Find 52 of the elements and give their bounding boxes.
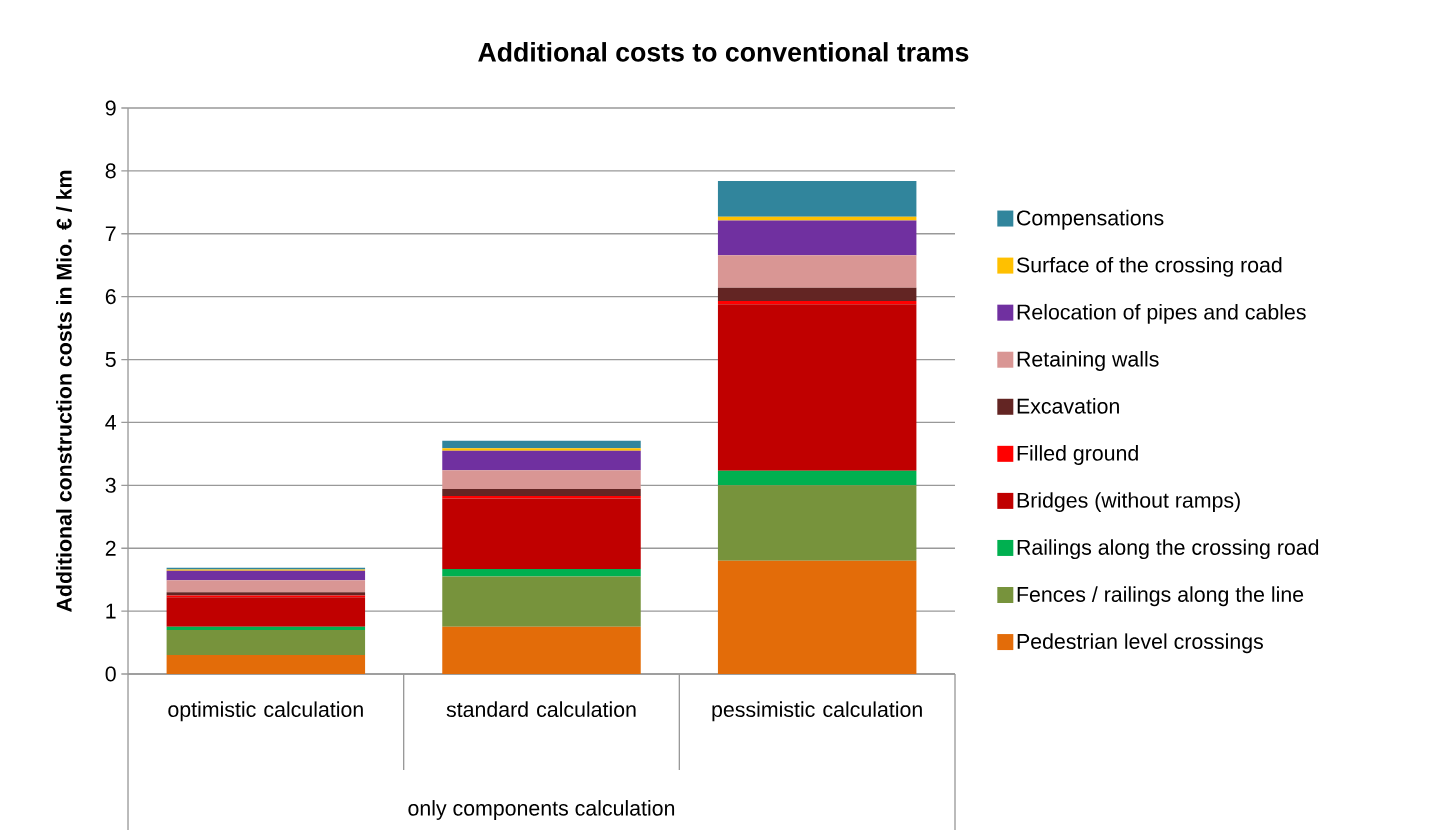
x-tick-label: standard calculation <box>446 701 636 718</box>
bar <box>717 301 917 305</box>
bar <box>442 626 641 674</box>
legend-label: Filled ground <box>1017 445 1138 465</box>
bar <box>442 576 641 627</box>
bar <box>166 629 366 656</box>
legend-label: Bridges (without ramps) <box>1017 492 1240 513</box>
bar <box>717 485 917 561</box>
x-axis-title: only components calculation <box>408 800 675 820</box>
bar <box>442 568 641 577</box>
bar <box>442 448 641 451</box>
bar <box>166 580 366 593</box>
legend-label: Relocation of pipes and cables <box>1017 303 1306 324</box>
chart-title: Additional costs to conventional trams <box>478 42 969 62</box>
legend-label: Compensations <box>1017 209 1164 230</box>
bar <box>166 655 366 674</box>
legend-label: Surface of the crossing road <box>1016 256 1282 277</box>
bar <box>442 489 641 497</box>
y-tick-label: 8 <box>105 163 116 179</box>
bar <box>442 450 641 471</box>
legend-label: Pedestrian level crossings <box>1017 633 1263 654</box>
bar <box>717 470 917 486</box>
y-axis-title: Additional construction costs in Mio. € / km <box>56 170 72 612</box>
bar <box>717 255 917 288</box>
bar <box>442 496 641 499</box>
y-tick-label: 4 <box>105 415 116 430</box>
y-tick-label: 6 <box>105 289 116 305</box>
y-tick-label: 2 <box>105 540 116 556</box>
y-tick-label: 9 <box>105 100 116 116</box>
x-tick-label: pessimistic calculation <box>712 701 922 722</box>
legend-label: Railings along the crossing road <box>1017 539 1319 560</box>
bar <box>166 626 366 630</box>
y-tick-label: 3 <box>105 477 116 493</box>
bar <box>166 597 366 627</box>
bar <box>717 287 917 302</box>
legend-label: Fences / railings along the line <box>1017 586 1304 607</box>
bar <box>717 180 917 217</box>
legend-label: Retaining walls <box>1017 350 1159 371</box>
y-tick-label: 0 <box>105 666 116 682</box>
bar <box>442 440 641 449</box>
bar <box>717 560 917 674</box>
y-tick-label: 5 <box>105 352 116 367</box>
bar <box>442 498 641 569</box>
x-tick-label: optimistic calculation <box>168 701 363 722</box>
bar <box>717 220 917 256</box>
legend-label: Excavation <box>1017 398 1119 414</box>
y-tick-label: 7 <box>105 226 116 242</box>
bar <box>442 470 641 490</box>
bar <box>717 216 917 221</box>
y-tick-label: 1 <box>106 603 116 619</box>
bar <box>166 570 366 581</box>
bar <box>717 304 917 471</box>
